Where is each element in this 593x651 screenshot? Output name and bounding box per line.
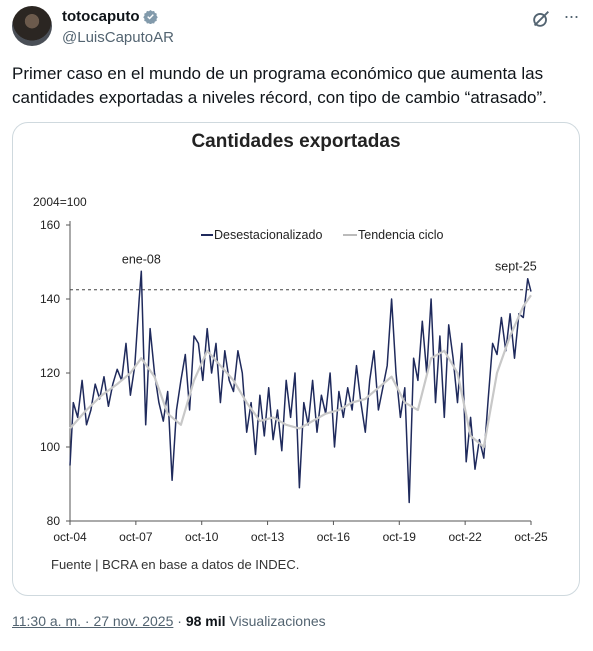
more-options-icon[interactable]: ··· bbox=[563, 6, 580, 26]
tweet-meta: 11:30 a. m. · 27 nov. 2025 · 98 mil Visu… bbox=[12, 613, 326, 629]
x-tick-label: oct-25 bbox=[514, 530, 548, 544]
tweet-text: Primer caso en el mundo de un programa e… bbox=[12, 64, 547, 107]
chart-unit-label: 2004=100 bbox=[33, 195, 87, 209]
line-chart: 80 100 120 140 160 oct-04 oct-07 oct-10 oct-13 oc… bbox=[40, 218, 548, 544]
series-line-desestacionalizado bbox=[69, 270, 532, 504]
grok-icon[interactable] bbox=[530, 8, 552, 30]
x-tick-label: oct-07 bbox=[119, 530, 153, 544]
chart-title: Cantidades exportadas bbox=[191, 131, 401, 152]
author-name[interactable]: totocaputo bbox=[62, 8, 140, 25]
y-tick-label: 120 bbox=[40, 366, 60, 380]
annotation-ene-08: ene-08 bbox=[122, 252, 161, 266]
meta-separator: · bbox=[173, 613, 186, 629]
y-tick-label: 80 bbox=[47, 514, 61, 528]
annotation-sept-25: sept-25 bbox=[495, 260, 537, 274]
legend-label-tendencia-ciclo: Tendencia ciclo bbox=[358, 228, 444, 242]
x-tick-label: oct-04 bbox=[53, 530, 87, 544]
x-tick-label: oct-10 bbox=[185, 530, 219, 544]
verified-badge-icon bbox=[143, 9, 159, 24]
author-name-row[interactable]: totocaputo bbox=[62, 8, 159, 25]
x-tick-label: oct-22 bbox=[448, 530, 482, 544]
avatar[interactable] bbox=[12, 6, 52, 46]
y-tick-label: 100 bbox=[40, 440, 60, 454]
y-tick-label: 160 bbox=[40, 218, 60, 232]
views-count: 98 mil bbox=[185, 613, 226, 629]
chart-image[interactable]: Cantidades exportadas 2004=100 80 100 120 1… bbox=[12, 122, 580, 596]
tweet-timestamp[interactable]: 11:30 a. m. · 27 nov. 2025 bbox=[12, 613, 174, 629]
views-label: Visualizaciones bbox=[229, 613, 326, 629]
y-tick-label: 140 bbox=[40, 292, 60, 306]
legend-label-desestacionalizado: Desestacionalizado bbox=[214, 228, 322, 242]
x-tick-label: oct-13 bbox=[251, 530, 285, 544]
x-tick-label: oct-16 bbox=[317, 530, 351, 544]
series-line-tendencia-ciclo bbox=[69, 294, 532, 449]
x-tick-label: oct-19 bbox=[383, 530, 417, 544]
chart-source: Fuente | BCRA en base a datos de INDEC. bbox=[51, 557, 300, 572]
author-handle[interactable]: @LuisCaputoAR bbox=[62, 29, 174, 46]
